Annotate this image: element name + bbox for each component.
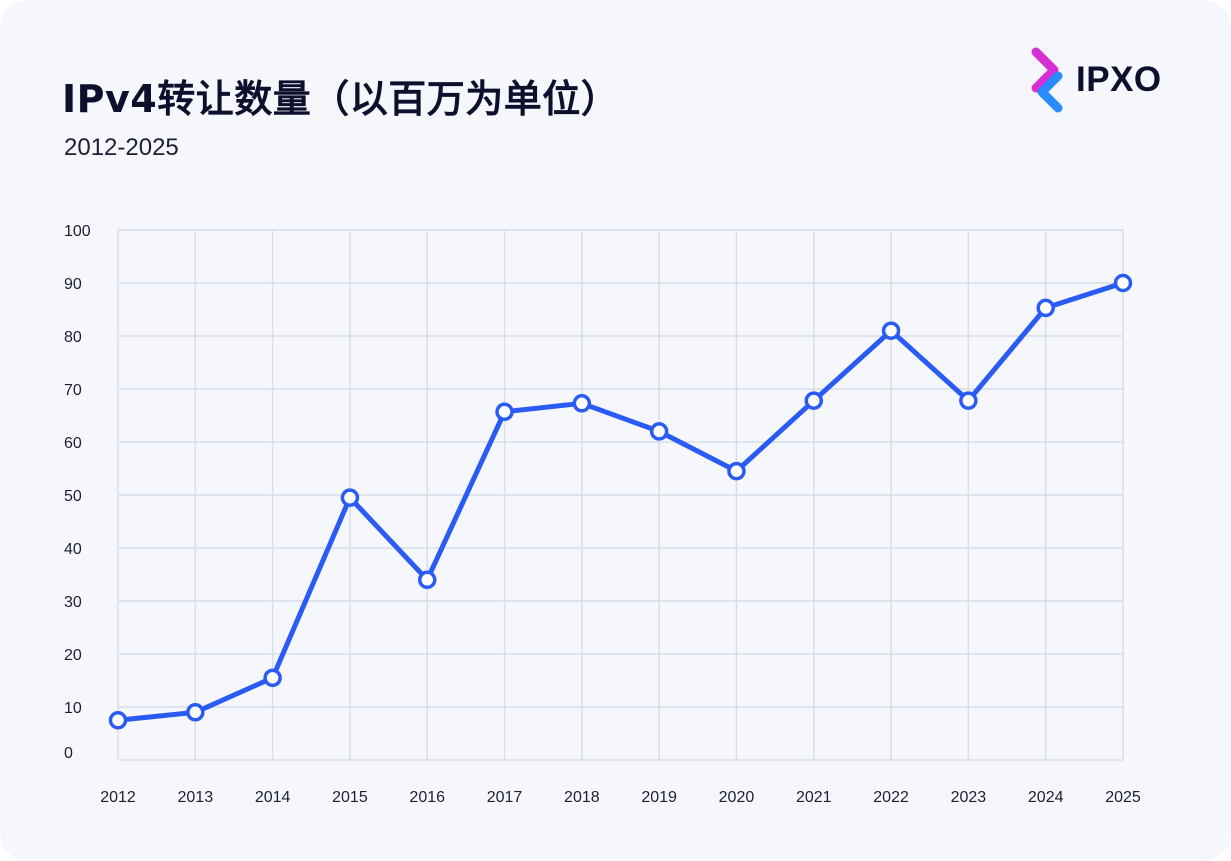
x-tick-label: 2019 (641, 789, 677, 806)
y-tick-label: 100 (64, 223, 91, 240)
data-point (649, 422, 669, 441)
data-point (881, 321, 901, 340)
x-tick-label: 2014 (255, 789, 291, 806)
y-tick-label: 70 (64, 382, 82, 399)
x-tick-label: 2022 (873, 789, 909, 806)
chart-subtitle: 2012-2025 (64, 134, 179, 161)
data-point (572, 394, 592, 413)
data-point (186, 703, 205, 722)
y-tick-label: 90 (64, 276, 82, 293)
data-point (263, 668, 282, 688)
x-tick-label: 2017 (487, 789, 523, 806)
series-line (115, 280, 1126, 723)
x-tick-label: 2025 (1105, 789, 1141, 806)
x-tick-label: 2015 (332, 789, 368, 806)
y-tick-label: 0 (64, 745, 73, 762)
data-point (727, 461, 746, 481)
x-tick-label: 2024 (1028, 789, 1064, 806)
data-point (1113, 273, 1133, 293)
data-point (340, 488, 360, 507)
x-tick-label: 2016 (409, 789, 445, 806)
x-tick-label: 2013 (178, 789, 214, 806)
y-tick-label: 10 (64, 700, 82, 717)
y-tick-label: 60 (64, 435, 82, 452)
x-tick-label: 2020 (719, 789, 755, 806)
logo-wordmark: IPXO (1076, 60, 1162, 99)
y-tick-label: 20 (64, 647, 82, 664)
data-point (417, 570, 437, 590)
data-point (804, 391, 824, 410)
data-point (108, 711, 128, 730)
ipxo-logo: IPXO (1028, 46, 1188, 116)
ipxo-chevrons-logo-icon (1031, 47, 1063, 113)
y-tick-label: 30 (64, 594, 82, 611)
chart-title: IPv4转让数量（以百万为单位） (62, 77, 620, 121)
y-tick-label: 40 (64, 541, 82, 558)
x-tick-label: 2023 (951, 789, 987, 806)
x-tick-label: 2012 (100, 789, 136, 806)
data-point (495, 402, 514, 422)
x-tick-label: 2018 (564, 789, 600, 806)
y-tick-label: 80 (64, 329, 82, 346)
data-point (959, 391, 978, 410)
x-tick-label: 2021 (796, 789, 832, 806)
y-tick-label: 50 (64, 488, 82, 505)
data-point (1036, 298, 1055, 318)
